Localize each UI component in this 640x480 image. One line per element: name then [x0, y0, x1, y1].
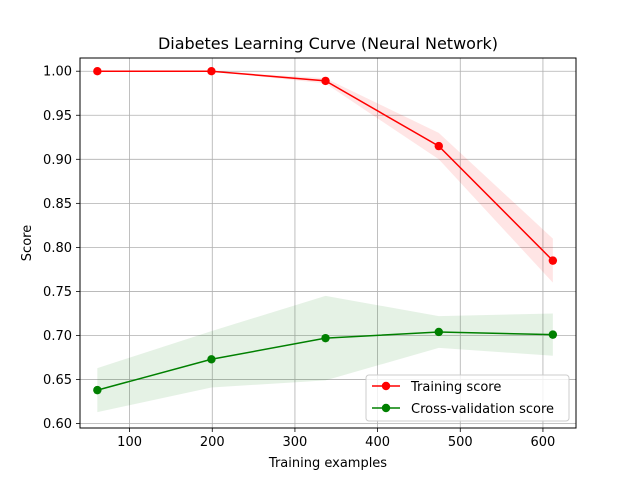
series-0-point: [548, 256, 558, 265]
plot-area-frame: [79, 57, 577, 429]
series-points: [93, 67, 558, 395]
series-0-band: [97, 71, 553, 283]
y-tick-label: 0.85: [43, 197, 72, 212]
x-tick-label: 200: [200, 435, 225, 450]
series-0-line: [97, 70, 554, 262]
x-tick-label: 500: [448, 435, 473, 450]
x-axis-ticks: 100 200 300 400 500 600: [117, 428, 555, 450]
series-1-point: [548, 330, 558, 339]
y-axis-label: Score: [20, 225, 35, 261]
y-tick-label: 1.00: [43, 65, 72, 80]
series-0-point: [93, 67, 102, 76]
legend-marker-cv: [381, 403, 391, 413]
legend: Training score Cross-validation score: [365, 374, 570, 422]
chart-title: Diabetes Learning Curve (Neural Network): [158, 34, 498, 53]
y-tick-label: 0.70: [43, 329, 72, 344]
legend-marker-training: [381, 381, 391, 391]
legend-label-cv: Cross-validation score: [411, 402, 554, 417]
grid-lines: [80, 58, 576, 428]
y-tick-label: 0.95: [43, 109, 72, 124]
legend-label-training: Training score: [410, 380, 501, 395]
y-axis-ticks: 0.60 0.65 0.70 0.75 0.80 0.85 0.90 0.95 1.00: [43, 65, 80, 432]
y-tick-label: 0.80: [43, 241, 72, 256]
series-1-point: [321, 333, 330, 343]
x-tick-label: 100: [117, 435, 142, 450]
series-0-point: [321, 76, 330, 86]
legend-box: [365, 374, 570, 422]
y-tick-label: 0.60: [43, 417, 72, 432]
series-0-point: [207, 67, 216, 76]
confidence-bands: [97, 71, 553, 413]
x-axis-label: Training examples: [268, 456, 387, 471]
y-tick-label: 0.90: [43, 153, 72, 168]
series-1-point: [207, 355, 216, 364]
series-1-point: [93, 385, 102, 395]
x-tick-label: 600: [531, 435, 556, 450]
y-tick-label: 0.65: [43, 373, 72, 388]
series-1-point: [434, 327, 443, 337]
x-tick-label: 300: [283, 435, 308, 450]
series-1-band: [97, 295, 553, 413]
x-tick-label: 400: [365, 435, 390, 450]
y-tick-label: 0.75: [43, 285, 72, 300]
series-0-point: [434, 141, 443, 151]
